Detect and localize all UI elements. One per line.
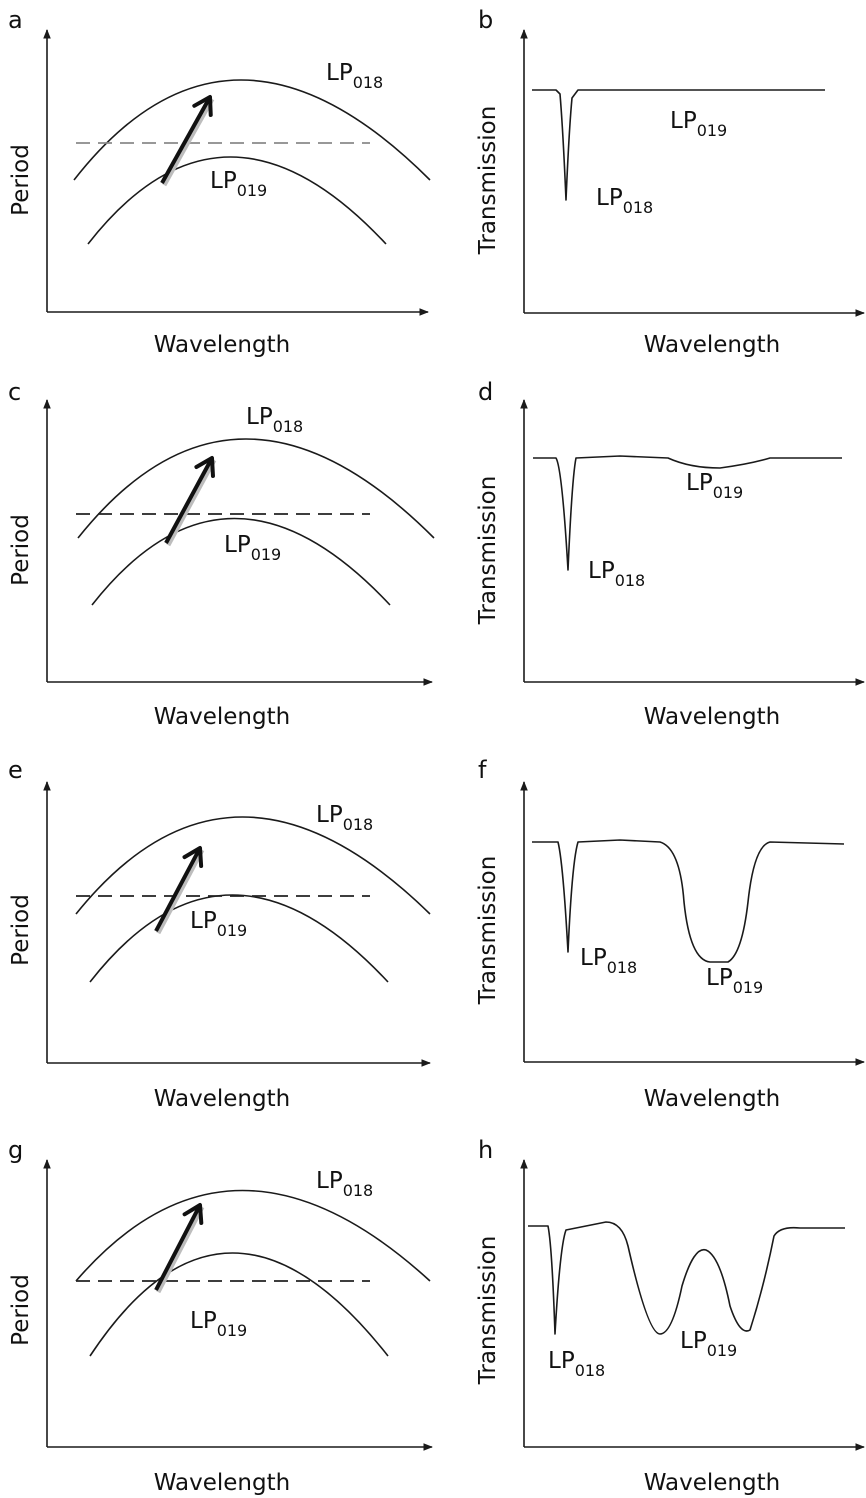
lp018-dip-label: LP018 bbox=[596, 185, 653, 217]
panel-b: b LP018 LP019 Wavelength Transmission bbox=[475, 6, 864, 358]
arrow-shadow bbox=[168, 460, 214, 545]
lp018-label: LP018 bbox=[246, 404, 303, 436]
transmission-curve bbox=[528, 1222, 845, 1334]
lp019-dip-label: LP019 bbox=[686, 470, 743, 502]
x-axis-label: Wavelength bbox=[644, 1086, 780, 1112]
y-axis-label: Transmission bbox=[475, 106, 501, 256]
x-axis-label: Wavelength bbox=[644, 332, 780, 358]
panel-g: g LP018 LP019 Wavelength Period bbox=[8, 1136, 432, 1496]
y-axis-label: Transmission bbox=[475, 856, 501, 1006]
x-axis-label: Wavelength bbox=[154, 1086, 290, 1112]
panel-f: f LP018 LP019 Wavelength Transmission bbox=[475, 756, 864, 1112]
shift-arrow bbox=[166, 458, 212, 543]
panel-label: c bbox=[8, 378, 21, 406]
lp018-label: LP018 bbox=[316, 1168, 373, 1200]
lp019-dip-label: LP019 bbox=[706, 965, 763, 997]
panel-label: b bbox=[478, 6, 493, 34]
x-axis-label: Wavelength bbox=[644, 704, 780, 730]
panel-label: h bbox=[478, 1136, 493, 1164]
lp019-label: LP019 bbox=[210, 168, 267, 200]
shift-arrow bbox=[156, 1205, 200, 1290]
arrow-shadow bbox=[158, 1207, 202, 1292]
lp018-label: LP018 bbox=[316, 802, 373, 834]
panel-d: d LP018 LP019 Wavelength Transmission bbox=[475, 378, 864, 730]
transmission-curve bbox=[532, 90, 825, 200]
lp019-label: LP019 bbox=[190, 1308, 247, 1340]
lp018-dip-label: LP018 bbox=[548, 1348, 605, 1380]
lp019-label: LP019 bbox=[670, 108, 727, 140]
y-axis-label: Period bbox=[8, 144, 34, 216]
y-axis-label: Transmission bbox=[475, 1236, 501, 1386]
lp019-curve bbox=[90, 1253, 388, 1356]
lp018-curve bbox=[76, 1191, 430, 1282]
lp018-curve bbox=[74, 80, 430, 180]
panel-e: e LP018 LP019 Wavelength Period bbox=[8, 756, 430, 1112]
lp019-label: LP019 bbox=[224, 532, 281, 564]
shift-arrow bbox=[162, 97, 210, 183]
y-axis-label: Transmission bbox=[475, 476, 501, 626]
panel-label: e bbox=[8, 756, 23, 784]
x-axis-label: Wavelength bbox=[154, 704, 290, 730]
x-axis-label: Wavelength bbox=[154, 332, 290, 358]
panel-label: f bbox=[478, 756, 487, 784]
y-axis-label: Period bbox=[8, 514, 34, 586]
lp018-curve bbox=[76, 817, 430, 914]
panel-a: a LP018 LP019 Wavelength Period bbox=[8, 6, 430, 358]
y-axis-label: Period bbox=[8, 1274, 34, 1346]
panel-label: a bbox=[8, 6, 23, 34]
panel-label: d bbox=[478, 378, 493, 406]
lp018-label: LP018 bbox=[326, 60, 383, 92]
lp019-curve bbox=[88, 157, 386, 244]
lp018-dip-label: LP018 bbox=[580, 945, 637, 977]
lp018-dip-label: LP018 bbox=[588, 558, 645, 590]
x-axis-label: Wavelength bbox=[154, 1470, 290, 1496]
panel-label: g bbox=[8, 1136, 23, 1164]
panel-c: c LP018 LP019 Wavelength Period bbox=[8, 378, 434, 730]
lp019-dip-label: LP019 bbox=[680, 1328, 737, 1360]
arrow-shadow bbox=[164, 99, 212, 185]
transmission-curve bbox=[532, 840, 844, 962]
lp018-curve bbox=[78, 439, 434, 538]
panel-h: h LP018 LP019 Wavelength Transmission bbox=[475, 1136, 864, 1496]
y-axis-label: Period bbox=[8, 894, 34, 966]
lp019-label: LP019 bbox=[190, 908, 247, 940]
x-axis-label: Wavelength bbox=[644, 1470, 780, 1496]
